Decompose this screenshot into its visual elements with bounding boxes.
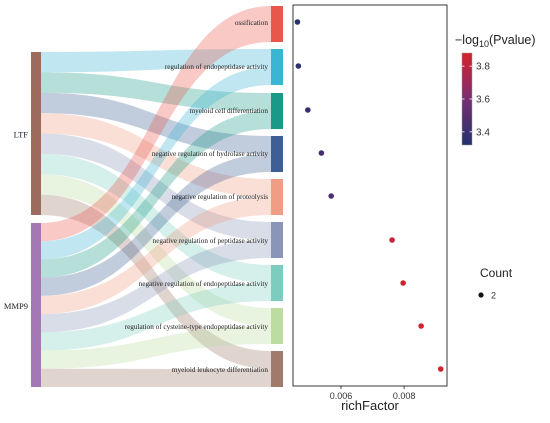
size-legend-title: Count — [480, 266, 513, 280]
size-legend-dot — [478, 292, 484, 298]
term-node — [271, 93, 283, 129]
source-label: MMP9 — [4, 301, 28, 311]
sankey-labels: LTF MMP9 ossification regulation of endopep… — [4, 19, 268, 374]
scatter-x-axis: 0.006 0.008 — [330, 386, 416, 401]
scatter-point — [318, 150, 325, 156]
term-label: regulation of cysteine-type endopeptidas… — [125, 323, 269, 331]
sankey-link — [41, 154, 271, 296]
colorbar-tick-label: 3.8 — [476, 62, 490, 73]
sankey-link — [41, 174, 271, 326]
term-label: regulation of endopeptidase activity — [165, 63, 269, 71]
sankey-link — [41, 67, 271, 260]
source-node-mmp9 — [31, 223, 41, 387]
x-tick-label: 0.008 — [393, 391, 416, 401]
colorbar-ticks: 3.4 3.6 3.8 — [462, 62, 490, 138]
sankey-nodes — [31, 6, 283, 387]
term-node — [271, 222, 283, 258]
source-node-ltf — [31, 52, 41, 215]
scatter-point — [294, 19, 301, 25]
sankey-link — [41, 92, 271, 154]
sankey-link — [41, 49, 271, 73]
scatter-point — [437, 366, 444, 372]
term-label: negative regulation of hydrolase activit… — [152, 150, 269, 158]
x-axis-title: richFactor — [341, 398, 399, 413]
color-legend: −log10(Pvalue) 3.4 3.6 3.8 — [455, 33, 536, 146]
term-label: negative regulation of peptidase activit… — [153, 237, 269, 245]
term-label: ossification — [235, 19, 269, 27]
sankey-link — [41, 111, 271, 278]
sankey-link — [41, 368, 271, 387]
size-legend-label: 2 — [491, 291, 496, 301]
term-label: myeloid cell differentiation — [189, 107, 268, 115]
source-label: LTF — [14, 130, 29, 140]
sankey-link — [41, 194, 271, 369]
sankey-link — [41, 240, 271, 333]
sankey-link — [41, 72, 271, 111]
scatter-point — [295, 63, 302, 69]
term-node — [271, 308, 283, 344]
size-legend: Count 2 — [478, 266, 513, 301]
sankey-link — [41, 133, 271, 240]
scatter-point — [328, 193, 334, 199]
term-label: negative regulation of endopeptidase act… — [139, 280, 269, 288]
colorbar-tick-label: 3.4 — [476, 127, 490, 138]
scatter-points — [294, 19, 444, 372]
size-legend-items: 2 — [478, 291, 496, 301]
term-label: myeloid leukocyte differentiation — [172, 366, 268, 374]
color-legend-title: −log10(Pvalue) — [455, 33, 536, 49]
sankey-link — [41, 326, 271, 369]
scatter-plot-frame — [292, 4, 448, 387]
term-node — [271, 49, 283, 85]
term-node — [271, 351, 283, 387]
term-node — [271, 136, 283, 172]
scatter-point — [389, 237, 395, 243]
colorbar-tick-label: 3.6 — [476, 95, 490, 106]
sankey-link — [41, 153, 271, 283]
sankey-link — [41, 113, 271, 197]
scatter-point — [418, 323, 424, 329]
term-node — [271, 6, 283, 42]
term-label: negative regulation of proteolysis — [172, 193, 269, 201]
x-tick-label: 0.006 — [330, 391, 353, 401]
sankey-links — [41, 6, 271, 387]
scatter-point — [400, 280, 406, 286]
sankey-link — [41, 197, 271, 315]
sankey-link — [41, 283, 271, 351]
sankey-link — [41, 6, 271, 242]
term-node — [271, 265, 283, 301]
term-node — [271, 179, 283, 215]
scatter-point — [305, 107, 311, 113]
